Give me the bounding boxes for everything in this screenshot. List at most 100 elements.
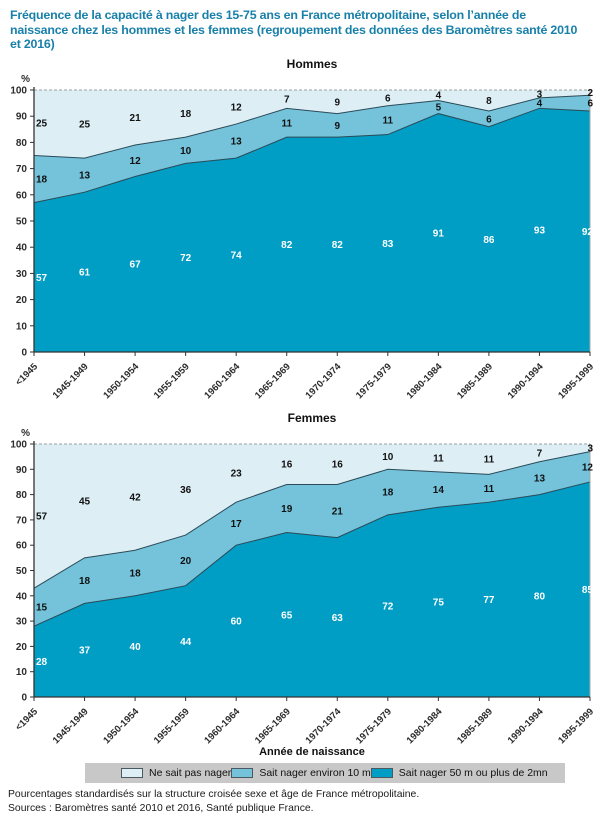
svg-text:16: 16 bbox=[332, 460, 344, 471]
svg-text:10: 10 bbox=[382, 452, 394, 463]
svg-text:72: 72 bbox=[382, 601, 394, 612]
legend-item-sait-nager-10m: Sait nager environ 10 m bbox=[231, 767, 371, 779]
svg-text:13: 13 bbox=[534, 474, 546, 485]
svg-text:1990-1994: 1990-1994 bbox=[506, 361, 546, 401]
svg-text:36: 36 bbox=[180, 485, 192, 496]
svg-text:21: 21 bbox=[332, 506, 344, 517]
svg-text:18: 18 bbox=[180, 109, 192, 120]
svg-text:74: 74 bbox=[231, 250, 243, 261]
chart-title-hommes: Hommes bbox=[286, 56, 338, 71]
svg-text:57: 57 bbox=[36, 511, 48, 522]
svg-text:6: 6 bbox=[587, 98, 593, 109]
chart-title-femmes: Femmes bbox=[287, 410, 337, 425]
svg-text:93: 93 bbox=[534, 226, 546, 237]
svg-text:85: 85 bbox=[582, 585, 594, 596]
legend-swatch-sait-nager-10m bbox=[231, 767, 254, 778]
svg-text:1950-1954: 1950-1954 bbox=[101, 706, 141, 746]
svg-text:1955-1959: 1955-1959 bbox=[152, 361, 192, 401]
svg-text:1975-1979: 1975-1979 bbox=[354, 706, 394, 746]
y-axis-unit: % bbox=[21, 428, 30, 439]
svg-text:11: 11 bbox=[281, 118, 292, 129]
svg-text:67: 67 bbox=[130, 260, 142, 271]
svg-text:1960-1964: 1960-1964 bbox=[202, 706, 242, 746]
svg-text:1965-1969: 1965-1969 bbox=[253, 706, 293, 746]
svg-text:80: 80 bbox=[534, 591, 546, 602]
svg-text:1945-1949: 1945-1949 bbox=[51, 361, 91, 401]
svg-text:1955-1959: 1955-1959 bbox=[152, 706, 192, 746]
x-axis-ticks: <1945 1945-1949 1950-1954 1955-1959 1960-196… bbox=[13, 351, 596, 401]
svg-text:50: 50 bbox=[16, 216, 28, 227]
svg-text:25: 25 bbox=[79, 119, 91, 130]
svg-text:82: 82 bbox=[332, 240, 344, 251]
svg-text:63: 63 bbox=[332, 613, 344, 624]
svg-text:11: 11 bbox=[433, 453, 444, 464]
svg-text:11: 11 bbox=[383, 116, 394, 127]
svg-text:23: 23 bbox=[231, 468, 243, 479]
area-layers bbox=[34, 89, 590, 352]
svg-text:1965-1969: 1965-1969 bbox=[253, 361, 293, 401]
svg-text:40: 40 bbox=[16, 243, 28, 254]
svg-text:7: 7 bbox=[284, 95, 290, 106]
svg-text:12: 12 bbox=[130, 156, 142, 167]
svg-text:1995-1999: 1995-1999 bbox=[556, 361, 596, 401]
svg-text:50: 50 bbox=[16, 566, 28, 577]
svg-text:6: 6 bbox=[385, 93, 391, 104]
svg-text:10: 10 bbox=[180, 146, 192, 157]
svg-text:83: 83 bbox=[382, 239, 394, 250]
svg-text:18: 18 bbox=[79, 576, 91, 587]
svg-text:9: 9 bbox=[334, 121, 340, 132]
svg-text:1970-1974: 1970-1974 bbox=[303, 361, 343, 401]
svg-text:9: 9 bbox=[334, 97, 340, 108]
svg-text:21: 21 bbox=[130, 113, 142, 124]
legend-label: Ne sait pas nager bbox=[149, 766, 232, 779]
svg-text:30: 30 bbox=[16, 269, 28, 280]
svg-text:40: 40 bbox=[130, 642, 142, 653]
svg-text:1980-1984: 1980-1984 bbox=[405, 361, 445, 401]
svg-text:19: 19 bbox=[281, 504, 293, 515]
svg-text:61: 61 bbox=[79, 267, 91, 278]
svg-text:1960-1964: 1960-1964 bbox=[202, 361, 242, 401]
svg-text:80: 80 bbox=[16, 490, 28, 501]
svg-text:30: 30 bbox=[16, 616, 28, 627]
svg-text:14: 14 bbox=[433, 485, 445, 496]
y-axis-ticks: 0 10 20 30 40 50 60 70 80 90 100 bbox=[10, 85, 34, 358]
legend-label: Sait nager 50 m ou plus de 2mn bbox=[398, 766, 548, 779]
svg-text:91: 91 bbox=[433, 228, 445, 239]
svg-text:1950-1954: 1950-1954 bbox=[101, 361, 141, 401]
svg-text:1980-1984: 1980-1984 bbox=[405, 706, 445, 746]
svg-text:57: 57 bbox=[36, 273, 48, 284]
x-axis-title: Année de naissance bbox=[259, 745, 365, 758]
svg-text:60: 60 bbox=[231, 616, 243, 627]
svg-text:7: 7 bbox=[537, 448, 543, 459]
svg-text:1990-1994: 1990-1994 bbox=[506, 706, 546, 746]
band-sait-nager-50m bbox=[34, 108, 590, 352]
svg-text:28: 28 bbox=[36, 657, 48, 668]
svg-text:12: 12 bbox=[231, 102, 243, 113]
svg-text:<1945: <1945 bbox=[13, 706, 40, 733]
band-sait-nager-10m bbox=[34, 95, 590, 203]
svg-text:37: 37 bbox=[79, 646, 91, 657]
svg-text:77: 77 bbox=[483, 595, 495, 606]
svg-text:11: 11 bbox=[484, 484, 495, 495]
svg-text:60: 60 bbox=[16, 541, 28, 552]
svg-text:6: 6 bbox=[486, 114, 492, 125]
band-ne-sait-pas-nager bbox=[34, 89, 590, 158]
svg-text:86: 86 bbox=[483, 235, 495, 246]
legend-swatch-sait-nager-50m bbox=[370, 767, 393, 778]
legend-item-ne-sait-pas-nager: Ne sait pas nager bbox=[121, 767, 231, 779]
svg-text:0: 0 bbox=[21, 692, 27, 703]
svg-text:18: 18 bbox=[36, 174, 48, 185]
legend-swatch-ne-sait-pas-nager bbox=[121, 767, 143, 778]
svg-text:10: 10 bbox=[16, 321, 28, 332]
svg-text:45: 45 bbox=[79, 496, 91, 507]
svg-text:80: 80 bbox=[16, 138, 28, 149]
svg-text:13: 13 bbox=[231, 136, 243, 147]
band-ne-sait-pas-nager bbox=[34, 443, 590, 589]
svg-text:92: 92 bbox=[582, 227, 594, 238]
footnote-sources: Sources : Baromètres santé 2010 et 2016,… bbox=[8, 802, 314, 814]
svg-text:65: 65 bbox=[281, 610, 293, 621]
svg-text:1985-1989: 1985-1989 bbox=[455, 706, 495, 746]
